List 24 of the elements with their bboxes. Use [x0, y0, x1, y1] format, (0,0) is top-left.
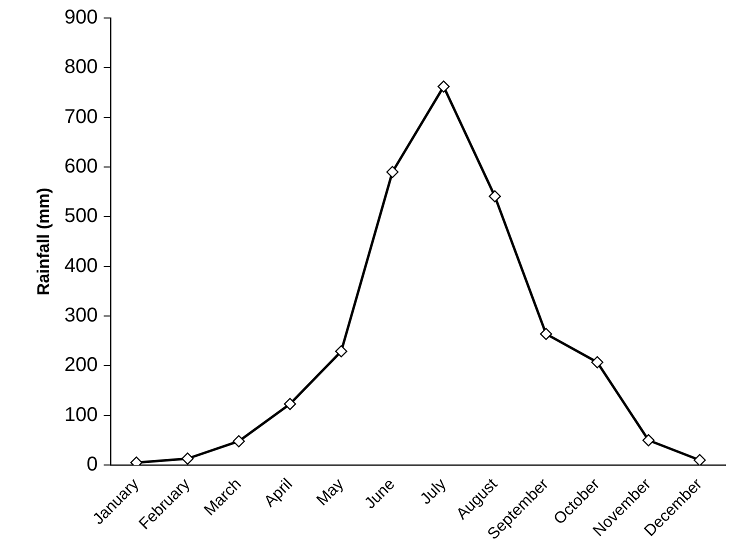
y-tick-label: 100: [64, 404, 98, 426]
x-tick-label: July: [417, 476, 450, 508]
point: [284, 398, 296, 410]
point: [181, 452, 194, 465]
point: [386, 166, 399, 178]
point: [335, 345, 348, 358]
point: [438, 80, 450, 93]
y-tick-label: 400: [64, 254, 98, 277]
point: [642, 434, 655, 446]
point: [232, 435, 245, 448]
point: [694, 454, 706, 466]
x-tick-label: May: [314, 476, 348, 510]
y-axis-title: Rainfall (mm): [34, 188, 53, 296]
y-tick-label: 800: [64, 56, 98, 78]
y-tick-label: 0: [86, 454, 98, 476]
y-tick-label: 600: [64, 156, 98, 178]
y-tick-label: 700: [64, 106, 98, 128]
point: [591, 356, 604, 368]
y-tick-label: 300: [64, 304, 98, 327]
point: [488, 190, 501, 202]
y-tick-label: 200: [64, 354, 98, 376]
point: [540, 328, 552, 340]
y-tick-label: 900: [64, 6, 98, 29]
y-tick-label: 500: [64, 205, 98, 228]
